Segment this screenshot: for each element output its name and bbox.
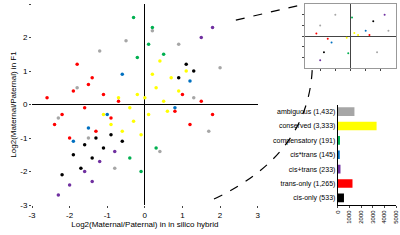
- svg-text:0: 0: [23, 100, 28, 109]
- svg-text:2000: 2000: [358, 210, 364, 224]
- svg-text:-1: -1: [20, 134, 28, 143]
- svg-text:cis-only (533): cis-only (533): [293, 194, 335, 202]
- svg-text:1000: 1000: [346, 210, 352, 224]
- svg-text:cis+trans (233): cis+trans (233): [289, 166, 336, 174]
- svg-text:1: 1: [23, 67, 28, 76]
- svg-text:conserved (3,333): conserved (3,333): [279, 122, 335, 130]
- svg-text:3: 3: [255, 211, 260, 220]
- svg-text:4000: 4000: [381, 210, 387, 224]
- svg-text:compensatory (191): compensatory (191): [273, 137, 335, 145]
- svg-text:-3: -3: [28, 211, 36, 220]
- svg-text:5000: 5000: [393, 210, 399, 224]
- svg-text:cis*trans (145): cis*trans (145): [290, 151, 335, 159]
- svg-text:0: 0: [143, 211, 148, 220]
- svg-text:3000: 3000: [370, 210, 376, 224]
- svg-text:ambiguous (1,432): ambiguous (1,432): [277, 108, 335, 116]
- svg-text:-2: -2: [66, 211, 74, 220]
- svg-text:-1: -1: [104, 211, 112, 220]
- svg-text:Log2(Maternal/Paternal) in in: Log2(Maternal/Paternal) in in silico hyb…: [71, 220, 218, 229]
- svg-text:0: 0: [335, 210, 341, 214]
- svg-text:2: 2: [218, 211, 223, 220]
- svg-text:1: 1: [180, 211, 185, 220]
- svg-text:Log2(Maternal/Paternal) in F1: Log2(Maternal/Paternal) in F1: [9, 51, 18, 158]
- svg-text:2: 2: [23, 33, 28, 42]
- svg-text:trans-only (1,265): trans-only (1,265): [281, 180, 336, 188]
- svg-text:-3: -3: [20, 201, 28, 210]
- svg-text:-2: -2: [20, 167, 28, 176]
